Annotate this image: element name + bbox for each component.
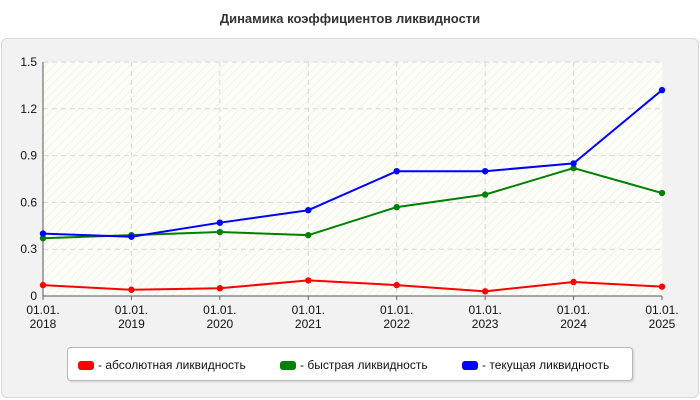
data-point-0-7[interactable] <box>658 283 666 290</box>
data-point-2-4[interactable] <box>393 168 400 175</box>
legend-swatch <box>78 360 94 370</box>
x-tick-label-line1: 01.01. <box>557 303 590 317</box>
data-point-0-4[interactable] <box>393 281 400 289</box>
x-tick-label-line2: 2021 <box>295 317 322 331</box>
data-point-2-6[interactable] <box>570 160 577 167</box>
x-tick-label-line2: 2020 <box>207 317 234 331</box>
x-tick-label-line1: 01.01. <box>203 303 236 317</box>
y-tick-label: 1.2 <box>20 102 37 116</box>
data-point-2-2[interactable] <box>216 219 224 226</box>
x-tick-label-line1: 01.01. <box>26 303 59 317</box>
x-tick-label-line1: 01.01. <box>468 303 501 317</box>
x-tick-label-line2: 2023 <box>472 317 499 331</box>
data-point-0-6[interactable] <box>570 278 577 286</box>
data-point-1-6[interactable] <box>570 164 577 172</box>
y-tick-label: 1.5 <box>20 55 37 69</box>
data-point-2-0[interactable] <box>39 230 47 237</box>
legend-label: - текущая ликвидность <box>482 358 610 372</box>
data-point-1-0[interactable] <box>39 235 47 242</box>
y-tick-label: 0.3 <box>20 242 37 256</box>
legend-item-0[interactable]: - абсолютная ликвидность <box>78 348 246 382</box>
legend: - абсолютная ликвидность - быстрая ликвид… <box>67 347 633 381</box>
legend-swatch <box>462 360 478 370</box>
y-tick-label: 0 <box>30 289 37 303</box>
series-line-2 <box>42 89 663 238</box>
plot-area <box>43 62 662 296</box>
y-tick-label: 0.9 <box>20 149 37 163</box>
data-point-0-0[interactable] <box>39 281 47 289</box>
x-tick-label-line2: 2025 <box>649 317 676 331</box>
data-point-0-2[interactable] <box>216 285 224 292</box>
x-tick-label-line2: 2019 <box>118 317 145 331</box>
legend-item-1[interactable]: - быстрая ликвидность <box>280 348 428 382</box>
data-point-2-7[interactable] <box>658 86 666 94</box>
legend-item-2[interactable]: - текущая ликвидность <box>462 348 609 382</box>
chart-title: Динамика коэффициентов ликвидности <box>219 11 481 26</box>
x-tick-label-line2: 2018 <box>30 317 57 331</box>
x-tick-label-line2: 2024 <box>560 317 587 331</box>
y-tick-label: 0.6 <box>20 195 37 209</box>
data-point-1-3[interactable] <box>305 231 312 239</box>
series-line-0 <box>42 279 663 293</box>
data-point-1-7[interactable] <box>658 189 666 197</box>
x-tick-label-line1: 01.01. <box>115 303 148 317</box>
x-tick-label-line1: 01.01. <box>645 303 678 317</box>
x-tick-label-line1: 01.01. <box>380 303 413 317</box>
data-point-1-2[interactable] <box>216 228 224 236</box>
x-tick-label-line2: 2022 <box>383 317 410 331</box>
data-point-1-5[interactable] <box>481 191 489 198</box>
data-point-0-5[interactable] <box>481 288 489 295</box>
data-point-1-4[interactable] <box>393 203 400 211</box>
legend-label: - абсолютная ликвидность <box>98 358 246 372</box>
legend-label: - быстрая ликвидность <box>300 358 428 372</box>
data-point-0-3[interactable] <box>305 277 312 284</box>
data-point-2-5[interactable] <box>481 168 489 175</box>
data-point-0-1[interactable] <box>128 286 135 293</box>
x-tick-label-line1: 01.01. <box>292 303 325 317</box>
data-point-2-1[interactable] <box>128 233 135 240</box>
data-point-2-3[interactable] <box>305 207 312 214</box>
legend-swatch <box>280 360 296 370</box>
